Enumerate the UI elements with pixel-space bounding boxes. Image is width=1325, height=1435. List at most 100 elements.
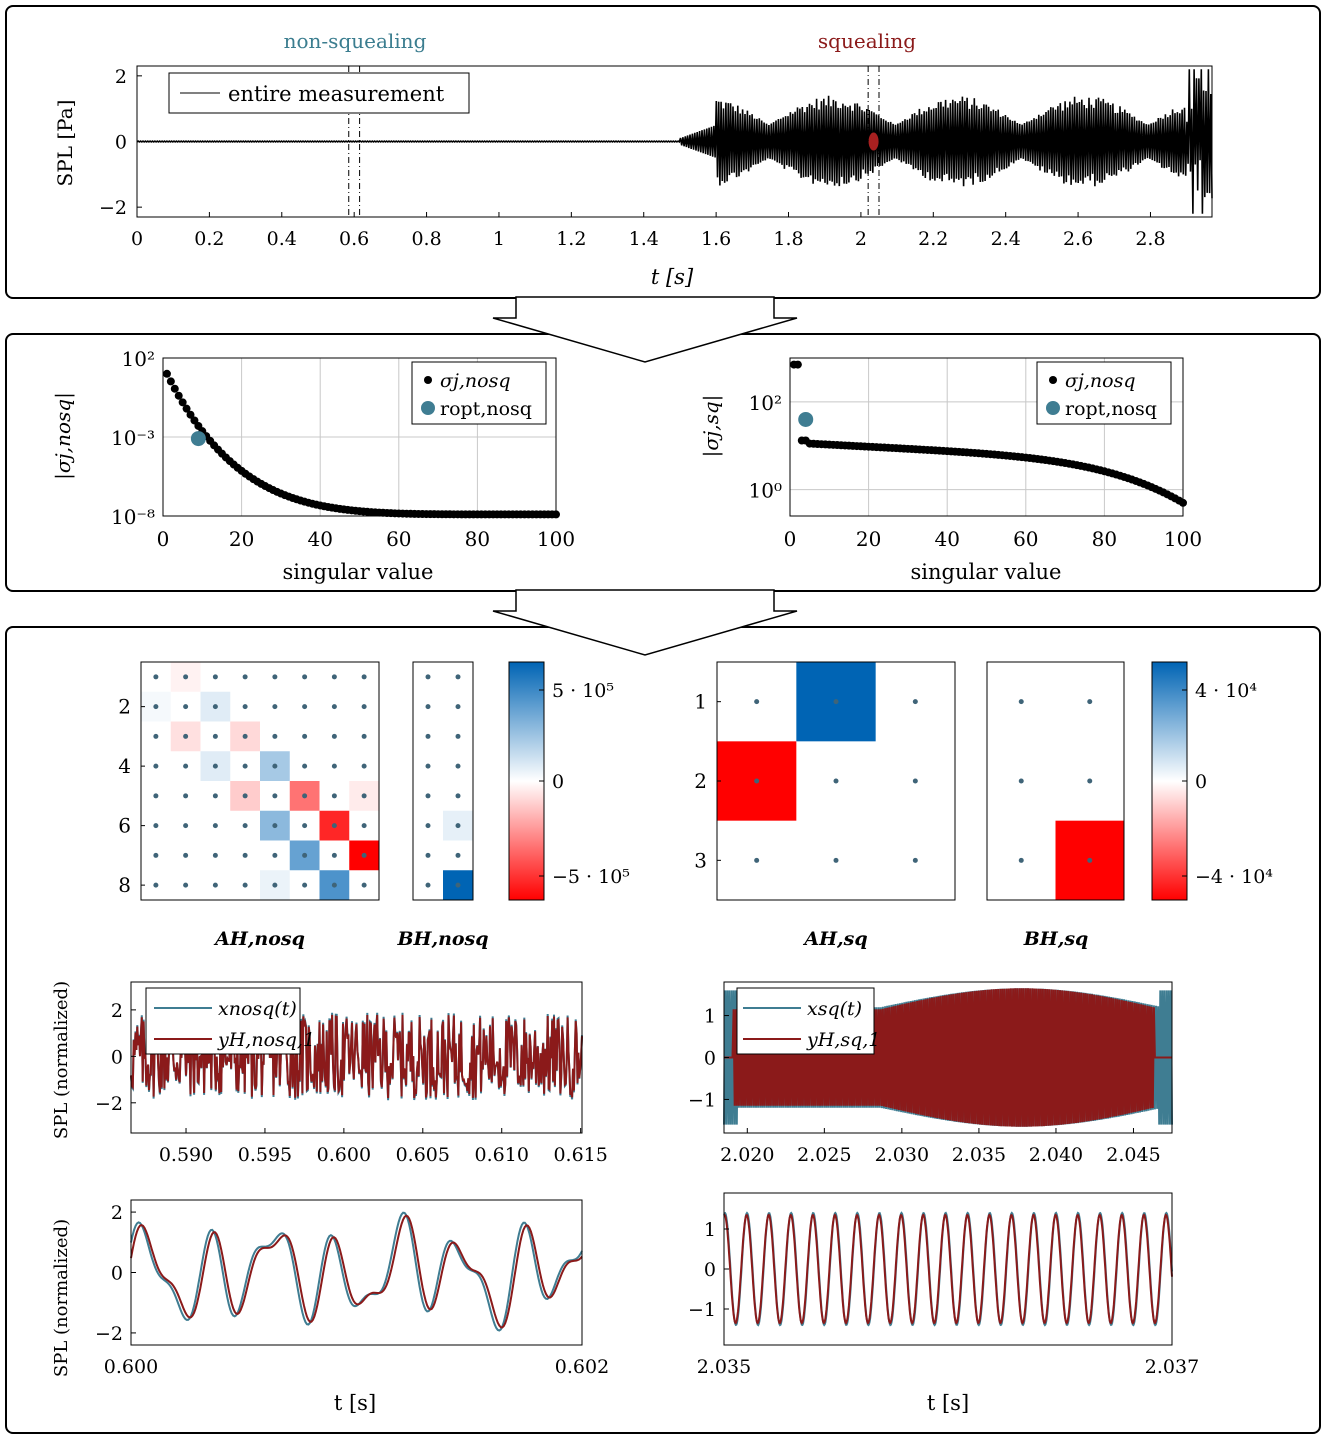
y-tick-label: 1 [704,1219,716,1241]
matrix-entry-dot [425,674,431,680]
legend-sq-y: yH,sq,1 [806,1029,880,1051]
matrix-entry-dot [183,704,189,710]
x-tick-label: 0.595 [238,1144,292,1166]
matrix-entry-dot [272,882,278,888]
r-opt-marker [798,411,814,427]
x-tick-label: 1 [493,228,505,250]
x-tick-label: 2.035 [697,1356,751,1378]
matrix-entry-dot [912,699,918,705]
mid-ylabel: SPL (normalized) [51,981,72,1139]
y-tick-label: 0 [704,1259,716,1281]
bottom-ylabel: SPL (normalized) [51,1219,72,1377]
plot-frame [130,981,583,1134]
matrix-entry-dot [302,823,308,829]
matrix-entry-dot [833,778,839,784]
matrix-entry-dot [455,733,461,739]
cbar-left-bot: −5 · 10⁵ [552,866,630,888]
matrix-entry-dot [212,704,218,710]
y-tick-label: 0 [704,1048,716,1070]
x-tick-label: 2 [855,228,867,250]
legend-nosq-x: xnosq(t) [218,998,297,1020]
matrix-entry-dot [302,733,308,739]
matrix-entry-dot [331,674,337,680]
x-tick-label: 2.2 [918,228,948,250]
matrix-entry-dot [361,793,367,799]
x-tick-label: 0.605 [396,1144,450,1166]
matrix-entry-dot [183,674,189,680]
bottom-right-xlabel: t [s] [927,1391,969,1415]
matrix-entry-dot [302,882,308,888]
matrix-entry-dot [242,882,248,888]
matrix-entry-dot [272,733,278,739]
matrix-entry-dot [455,882,461,888]
y-tick-label: 4 [118,754,131,778]
y-tick-label: 8 [118,873,131,897]
matrix-entry-dot [183,882,189,888]
matrix-entry-dot [833,699,839,705]
signal-trace [136,69,1213,214]
svd-right-legend: σj,nosq ropt,nosq [1036,361,1172,425]
label-b-nosq: BH,nosq [396,928,488,950]
legend-sq-x: xsq(t) [807,998,862,1020]
x-tick-label: 0.590 [159,1144,213,1166]
y-tick-label: 2 [694,769,707,793]
matrix-entry-dot [183,733,189,739]
matrix-entry-dot [272,823,278,829]
matrix-entry-dot [242,674,248,680]
y-tick-label: 6 [118,814,131,838]
series-y-line [130,1014,583,1099]
matrix-entry-dot [425,704,431,710]
matrix-entry-dot [272,793,278,799]
matrix-entry-dot [272,704,278,710]
matrix-entry-dot [183,793,189,799]
label-a-nosq: AH,nosq [213,928,305,950]
colorbar-left: 5 · 10⁵ 0 −5 · 10⁵ [508,661,630,901]
svd-right-plot: 0 20 40 60 80 100 10² 10⁰ [749,357,1202,551]
matrix-entry-dot [912,857,918,863]
x-tick-label: 40 [934,527,959,551]
matrix-entry-dot [833,857,839,863]
matrix-entry-dot [361,852,367,858]
matrix-entry-dot [331,823,337,829]
matrix-entry-dot [153,852,159,858]
matrix-frame [986,661,1125,901]
x-tick-label: 0 [131,228,143,250]
matrix-entry-dot [1087,778,1093,784]
top-xlabel: t [s] [651,265,694,289]
x-tick-label: 2.045 [1106,1144,1160,1166]
svd-left-legend: σj,nosq ropt,nosq [411,361,547,425]
matrix-entry-dot [331,852,337,858]
series-y-line [130,1214,583,1329]
matrix-entry-dot [302,704,308,710]
x-tick-label: 40 [307,527,332,551]
matrix-frame [140,661,380,901]
y-tick-label: −1 [688,1089,716,1111]
arrow-down-1 [492,296,798,363]
matrix-a-nosq: 2 4 6 8 [118,661,380,901]
y-tick-label: 0 [111,1263,123,1285]
singular-value-point [166,377,175,386]
signal-bottom-left: 2 0 −2 0.600 0.602 [95,1199,609,1378]
top-ylabel: SPL [Pa] [53,100,77,187]
x-tick-label: 0.600 [104,1356,158,1378]
matrix-entry-dot [361,823,367,829]
matrix-entry-dot [212,733,218,739]
y-tick-label: 2 [111,1000,123,1022]
singular-value-point [186,410,195,419]
matrix-entry-dot [183,852,189,858]
matrix-entry-dot [455,763,461,769]
matrix-entry-dot [754,857,760,863]
x-tick-label: 20 [229,527,254,551]
y-tick-label: −2 [99,197,127,219]
matrix-entry-dot [153,793,159,799]
x-tick-label: 2.6 [1063,228,1093,250]
x-tick-label: 0.2 [194,228,224,250]
x-tick-label: 0 [157,527,170,551]
matrix-entry-dot [302,852,308,858]
legend-nosq-y: yH,nosq,1 [217,1029,315,1051]
matrix-entry-dot [153,733,159,739]
r-opt-marker [190,431,206,447]
x-tick-label: 20 [856,527,881,551]
x-tick-label: 2.035 [952,1144,1006,1166]
matrix-entry-dot [302,763,308,769]
